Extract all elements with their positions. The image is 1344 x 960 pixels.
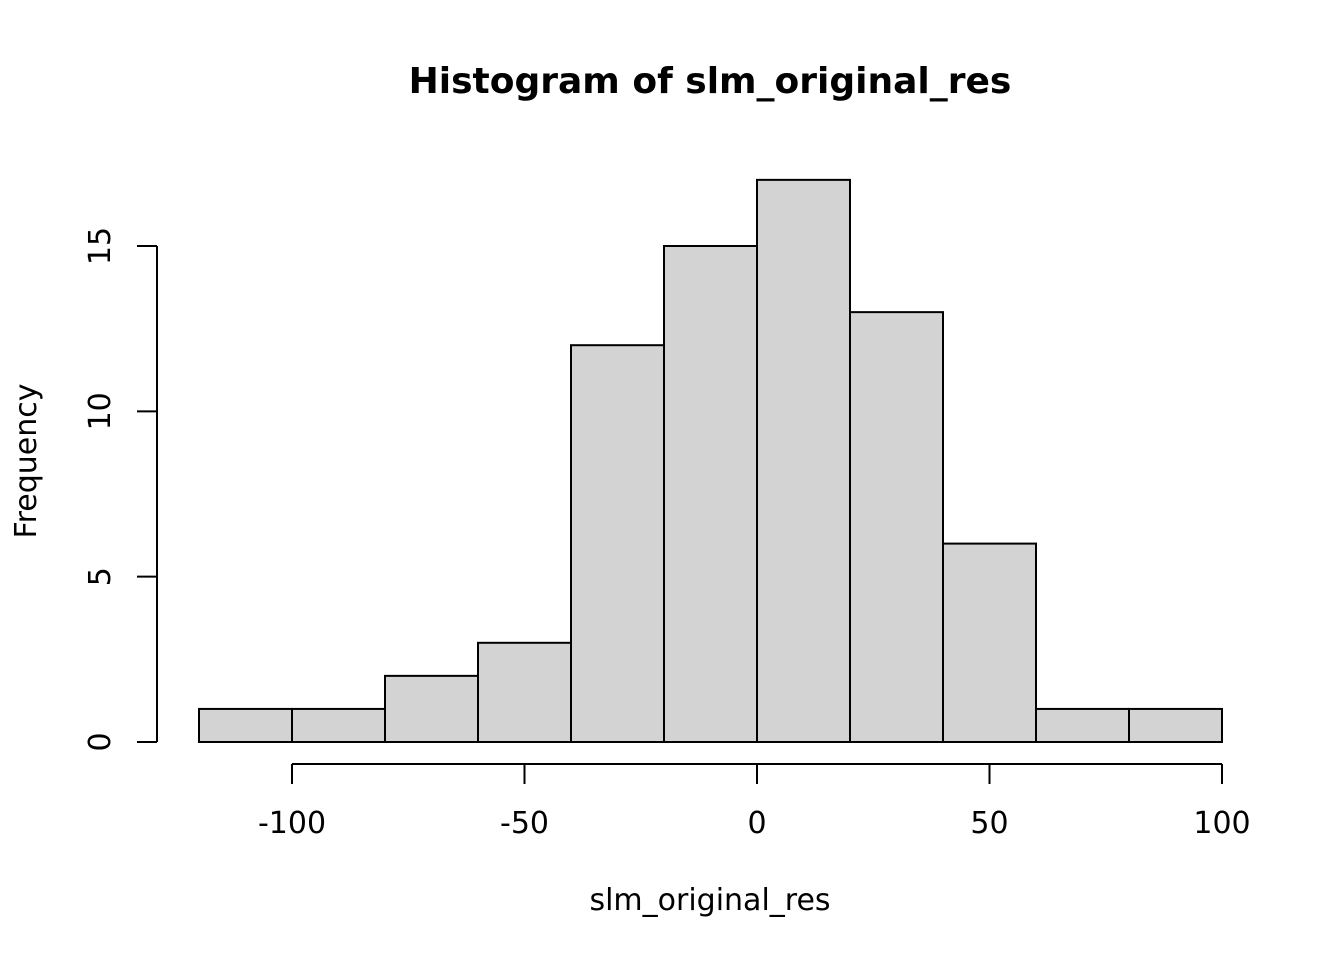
histogram-bar-10 [1128,707,1223,744]
y-axis: 0 5 10 15 [83,227,158,752]
histogram-bar-2 [384,674,479,743]
y-tick-label-1: 5 [83,567,118,586]
x-tick-label-1: -50 [500,806,549,841]
histogram-bar-9 [1035,707,1130,744]
histogram-bar-0 [198,707,293,744]
y-axis-label: Frequency [9,384,44,539]
histogram-bar-5 [663,245,758,743]
histogram-bar-1 [291,707,386,744]
x-tick-label-3: 50 [970,806,1008,841]
x-axis: -100 -50 0 50 100 [258,763,1251,841]
x-tick-label-0: -100 [258,806,326,841]
y-tick-label-0: 0 [83,732,118,751]
histogram-bar-7 [849,311,944,743]
histogram-bar-8 [942,542,1037,743]
histogram-bars [198,178,1223,744]
histogram-bar-4 [570,344,665,743]
y-tick-label-3: 15 [83,227,118,265]
chart-title: Histogram of slm_original_res [409,61,1012,102]
x-tick-label-2: 0 [747,806,766,841]
histogram-bar-3 [477,641,572,743]
x-axis-label: slm_original_res [589,883,830,918]
y-tick-label-2: 10 [83,392,118,430]
histogram-bar-6 [756,178,851,744]
x-tick-label-4: 100 [1193,806,1250,841]
